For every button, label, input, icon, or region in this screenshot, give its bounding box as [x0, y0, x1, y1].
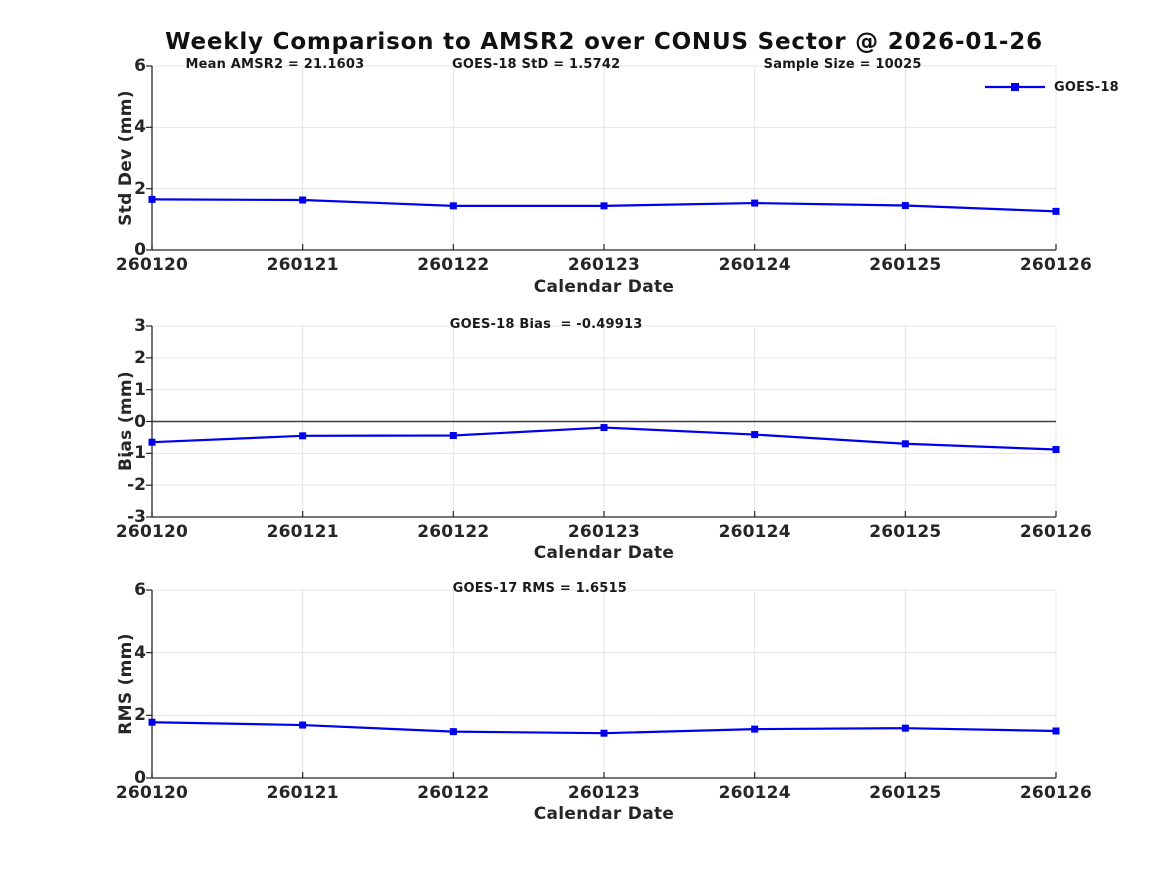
bias-x-axis-label: Calendar Date	[533, 543, 675, 563]
y-tick-label: 4	[134, 642, 146, 663]
x-tick-label: 260120	[115, 255, 189, 275]
x-tick-label: 260125	[869, 783, 942, 803]
data-point-marker	[449, 728, 457, 736]
data-point-marker	[299, 721, 307, 729]
data-point-marker	[148, 718, 156, 726]
y-tick-label: 0	[134, 411, 146, 432]
y-tick-label: 0	[134, 768, 146, 788]
x-tick-label: 260126	[1019, 783, 1093, 803]
data-point-marker	[901, 724, 909, 732]
data-point-marker	[751, 725, 759, 733]
y-tick-label: 3	[134, 316, 146, 336]
plot-annotation: GOES-17 RMS = 1.6515	[452, 581, 628, 596]
x-tick-label: 260120	[115, 783, 189, 803]
x-tick-label: 260124	[718, 255, 791, 275]
x-tick-label: 260125	[869, 255, 942, 275]
x-tick-label: 260126	[1019, 522, 1093, 542]
x-tick-label: 260120	[115, 522, 189, 542]
y-tick-label: -2	[127, 475, 146, 496]
legend-label: GOES-18	[1054, 79, 1119, 95]
y-tick-label: -1	[127, 443, 146, 464]
data-point-marker	[1052, 207, 1060, 215]
y-tick-label: 0	[134, 240, 146, 260]
y-tick-label: 6	[134, 56, 146, 76]
x-tick-label: 260123	[567, 522, 641, 542]
x-tick-label: 260123	[567, 783, 641, 803]
data-point-marker	[751, 431, 759, 439]
data-point-marker	[751, 199, 759, 207]
y-tick-label: 2	[134, 347, 146, 368]
data-point-marker	[449, 432, 457, 440]
y-tick-label: 2	[134, 178, 146, 199]
x-tick-label: 260121	[266, 255, 339, 275]
x-tick-label: 260125	[869, 522, 942, 542]
data-point-marker	[600, 424, 608, 432]
x-tick-label: 260124	[718, 522, 791, 542]
y-tick-label: -3	[127, 507, 146, 527]
x-tick-label: 260121	[266, 783, 339, 803]
x-tick-label: 260122	[417, 783, 490, 803]
x-tick-label: 260122	[417, 255, 490, 275]
data-point-marker	[600, 729, 608, 737]
legend: GOES-18	[983, 79, 1119, 95]
data-point-marker	[901, 440, 909, 448]
stddev-x-axis-label: Calendar Date	[533, 277, 675, 297]
plot-annotation: Sample Size = 10025	[763, 57, 922, 72]
data-point-marker	[1052, 727, 1060, 735]
y-tick-label: 2	[134, 705, 146, 726]
x-tick-label: 260121	[266, 522, 339, 542]
data-point-marker	[1052, 446, 1060, 454]
figure-title: Weekly Comparison to AMSR2 over CONUS Se…	[165, 29, 1043, 55]
data-point-marker	[299, 432, 307, 440]
rms-y-axis-label: RMS (mm)	[116, 633, 136, 735]
x-tick-label: 260124	[718, 783, 791, 803]
y-tick-label: 1	[134, 379, 146, 400]
y-tick-label: 4	[134, 117, 146, 138]
plot-annotation: Mean AMSR2 = 21.1603	[185, 57, 365, 72]
data-point-marker	[148, 195, 156, 203]
y-tick-label: 6	[134, 580, 146, 600]
data-point-marker	[148, 438, 156, 446]
stddev-y-axis-label: Std Dev (mm)	[116, 90, 136, 226]
plot-annotation: GOES-18 StD = 1.5742	[451, 57, 621, 72]
x-tick-label: 260122	[417, 522, 490, 542]
data-point-marker	[449, 202, 457, 210]
x-tick-label: 260123	[567, 255, 641, 275]
data-point-marker	[299, 196, 307, 204]
legend-line-marker-icon	[985, 83, 1045, 91]
plot-annotation: GOES-18 Bias = -0.49913	[449, 317, 643, 332]
data-point-marker	[600, 202, 608, 210]
data-point-marker	[901, 202, 909, 210]
x-tick-label: 260126	[1019, 255, 1093, 275]
rms-x-axis-label: Calendar Date	[533, 804, 675, 824]
